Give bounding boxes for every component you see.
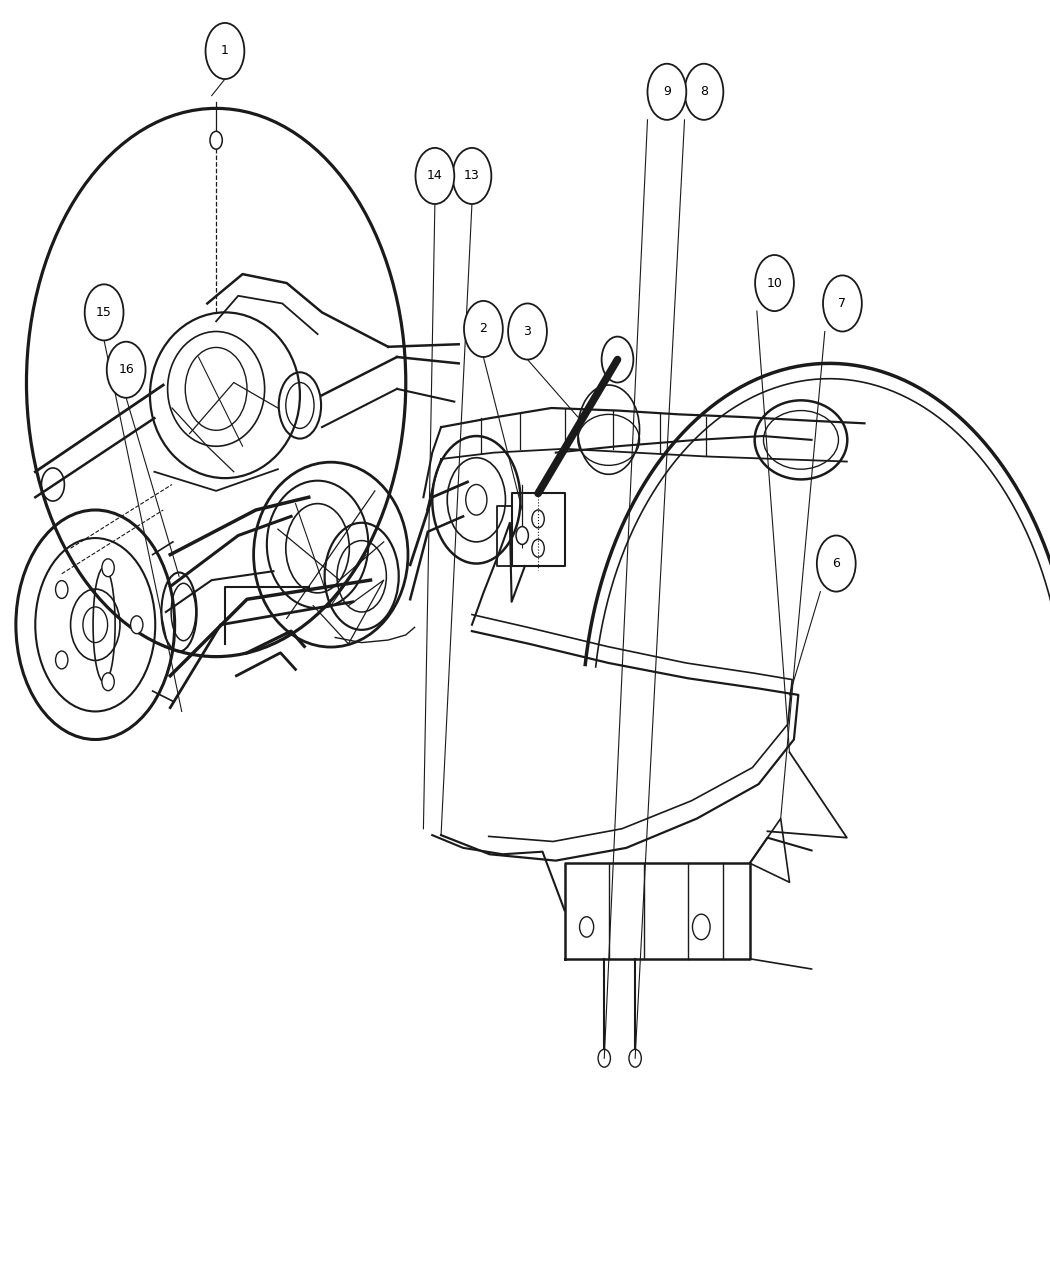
Circle shape [85,284,124,340]
Circle shape [598,1049,610,1067]
Text: 10: 10 [766,277,782,289]
Circle shape [516,527,528,544]
Text: 6: 6 [833,557,840,570]
Circle shape [823,275,862,332]
Circle shape [464,301,503,357]
Text: 8: 8 [700,85,708,98]
Circle shape [685,64,723,120]
Text: 14: 14 [427,170,443,182]
Circle shape [210,131,223,149]
Text: 9: 9 [663,85,671,98]
Text: 15: 15 [97,306,112,319]
Circle shape [416,148,455,204]
Circle shape [453,148,491,204]
Text: 7: 7 [839,297,846,310]
Circle shape [629,1049,642,1067]
Circle shape [130,616,143,634]
Circle shape [56,580,68,598]
Text: 13: 13 [464,170,480,182]
Text: 16: 16 [119,363,134,376]
Circle shape [817,536,856,592]
Circle shape [755,255,794,311]
Circle shape [508,303,547,360]
Circle shape [648,64,687,120]
Text: 2: 2 [480,323,487,335]
Circle shape [206,23,245,79]
Circle shape [102,673,114,691]
Circle shape [466,484,487,515]
Circle shape [56,652,68,669]
Circle shape [107,342,146,398]
Text: 1: 1 [220,45,229,57]
Circle shape [102,558,114,576]
Text: 3: 3 [524,325,531,338]
